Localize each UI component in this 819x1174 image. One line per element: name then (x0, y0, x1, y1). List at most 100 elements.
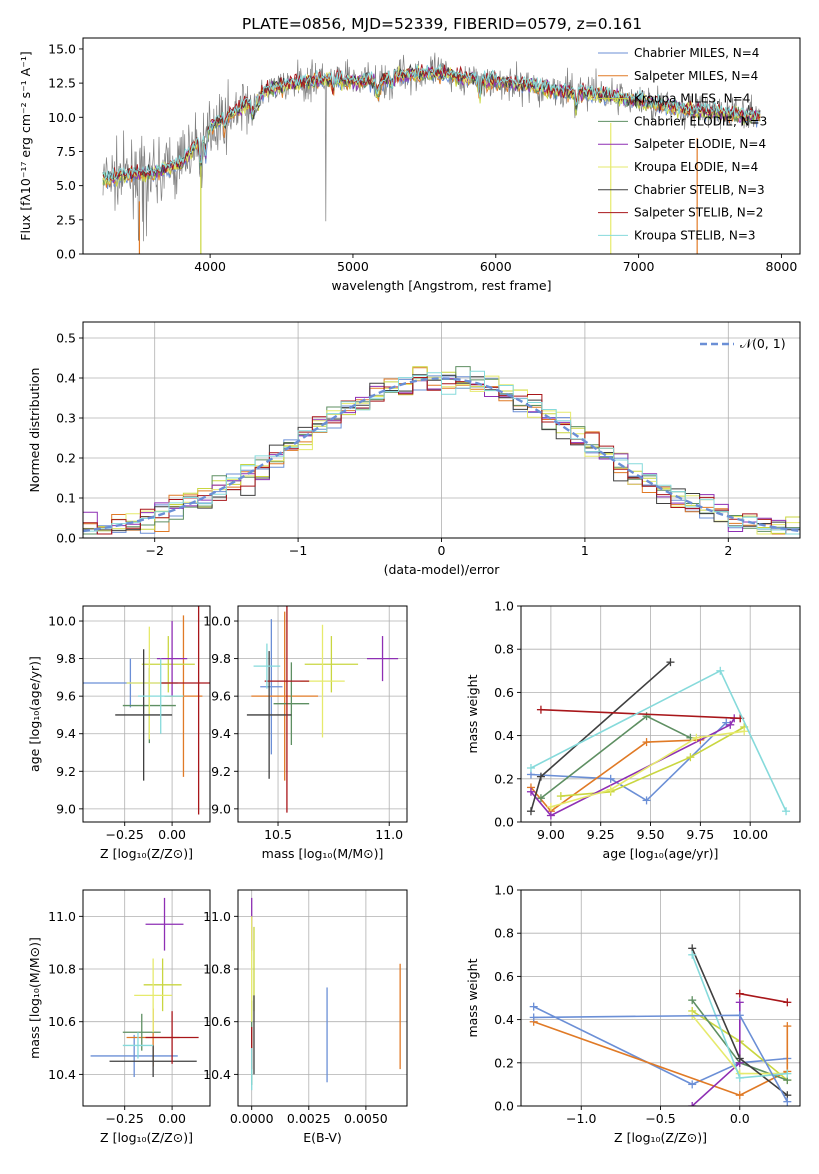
errorbar-point (273, 662, 310, 745)
legend-label: Salpeter MILES, N=4 (634, 69, 758, 83)
y-tick-label: 9.2 (56, 764, 76, 779)
mass-weight-line (560, 726, 745, 797)
y-tick-label: 0.0 (56, 247, 76, 262)
histogram-steps (83, 370, 800, 535)
x-axis-label: Z [log₁₀(Z/Z⊙)] (100, 846, 193, 861)
errorbar-point (109, 1045, 197, 1078)
y-tick-label: 10.0 (48, 614, 76, 629)
errorbar-point (122, 1013, 161, 1051)
mass-weight-marker (688, 1080, 697, 1089)
mass-weight-marker (688, 950, 697, 959)
y-tick-label: 0.2 (494, 771, 514, 786)
y-tick-label: 1.0 (494, 883, 514, 898)
errorbar-point (115, 649, 173, 781)
mass-weight-marker (642, 796, 651, 805)
x-tick-label: 0.0000 (230, 1111, 274, 1126)
legend-label: Kroupa MILES, N=4 (634, 92, 750, 106)
mass-weight-marker (692, 733, 701, 742)
y-tick-label: 10.4 (48, 1067, 76, 1082)
y-tick-label: 11.0 (48, 909, 76, 924)
errorbar-point (304, 636, 359, 693)
plot-area (246, 606, 399, 813)
y-tick-label: 9.6 (211, 689, 231, 704)
y-tick-label: 0.2 (494, 1055, 514, 1070)
axes-frame (237, 605, 408, 823)
axes-frame (82, 605, 211, 823)
y-tick-label: 0.6 (494, 685, 514, 700)
x-tick-label: 0.0025 (287, 1111, 331, 1126)
mass-weight-marker (735, 1011, 744, 1020)
x-tick-label: 9.25 (587, 827, 615, 842)
x-tick-label: 9.00 (537, 827, 565, 842)
mass-weight-vs-metallicity-panel: −1.0 −0.5 0.0 0.0 0.2 0.4 0.6 0.8 1.0 Z [log₁₀(Z/… (465, 883, 801, 1145)
grid-lines (238, 890, 407, 1106)
y-tick-label: 10.6 (48, 1014, 76, 1029)
mass-weight-marker (666, 658, 675, 667)
age-vs-mass-panel: 10.5 11.0 9.0 9.2 9.4 9.6 9.8 10.0 mass [log₁₀(M… (203, 605, 408, 861)
errorbar-point (260, 619, 283, 755)
y-tick-label: 0.1 (56, 491, 76, 506)
y-tick-label: 11.0 (203, 909, 231, 924)
errorbar-point (366, 636, 399, 682)
y-tick-label: 10.0 (203, 614, 231, 629)
y-tick-label: 2.5 (56, 212, 76, 227)
y-tick-label: 9.2 (211, 764, 231, 779)
y-tick-label: 10.4 (203, 1067, 231, 1082)
y-tick-label: 9.4 (56, 726, 76, 741)
plot-area (102, 52, 761, 254)
legend-label: Salpeter ELODIE, N=4 (634, 137, 766, 151)
legend-label: 𝒩(0, 1) (740, 336, 786, 351)
histogram-legend: 𝒩(0, 1) (700, 336, 786, 351)
mass-weight-marker (556, 792, 565, 801)
x-tick-label: 6000 (480, 259, 512, 274)
mass-weight-marker (782, 807, 791, 816)
x-axis-label: Z [log₁₀(Z/Z⊙)] (614, 1130, 707, 1145)
mass-weight-marker (735, 1054, 744, 1063)
errorbar-point (264, 606, 310, 813)
y-tick-label: 9.4 (211, 726, 231, 741)
grid-lines (83, 606, 210, 822)
mass-weight-marker (526, 807, 535, 816)
y-tick-label: 10.8 (203, 962, 231, 977)
y-tick-label: 10.6 (203, 1014, 231, 1029)
axes-frame (237, 889, 408, 1107)
mass-weight-vs-age-panel: 9.00 9.25 9.50 9.75 10.00 0.0 0.2 0.4 0.6 0.8 1.0 a… (465, 599, 801, 861)
legend-label: Chabrier ELODIE, N=3 (634, 114, 767, 128)
plot-area (83, 606, 210, 815)
mass-weight-line (533, 1021, 789, 1097)
x-tick-label: −1 (289, 543, 307, 558)
y-tick-label: 9.0 (56, 801, 76, 816)
x-tick-label: 0.00 (158, 1111, 186, 1126)
y-tick-label: 0.0 (494, 1099, 514, 1114)
legend-label: Chabrier MILES, N=4 (634, 46, 759, 60)
mass-weight-marker (536, 705, 545, 714)
mass-weight-marker (526, 764, 535, 772)
x-tick-label: −2 (145, 543, 163, 558)
errorbar-point (251, 611, 319, 781)
mass-weight-marker (546, 811, 555, 820)
errorbar-point (90, 1034, 178, 1078)
y-axis-label: Normed distribution (27, 368, 42, 493)
figure-title: PLATE=0856, MJD=52339, FIBERID=0579, z=0… (242, 15, 642, 33)
mass-weight-marker (783, 1069, 792, 1078)
mass-weight-marker (529, 1013, 538, 1022)
y-tick-label: 1.0 (494, 599, 514, 614)
mass-weight-marker (546, 802, 555, 811)
y-tick-label: 0.6 (494, 969, 514, 984)
x-tick-label: 9.50 (637, 827, 665, 842)
mass-weight-marker (686, 753, 695, 762)
x-axis-label: age [log₁₀(age/yr)] (603, 846, 719, 861)
plot-area (90, 897, 199, 1078)
mass-weight-marker (606, 774, 615, 783)
spectrum-legend: Chabrier MILES, N=4 Salpeter MILES, N=4 Kr… (598, 46, 767, 242)
errorbar-point (137, 658, 184, 734)
plot-area (83, 366, 800, 535)
y-axis-label: mass [log₁₀(M/M⊙)] (27, 937, 42, 1059)
axes-frame (82, 889, 211, 1107)
mass-weight-marker (529, 1002, 538, 1011)
y-tick-label: 0.0 (494, 815, 514, 830)
mass-weight-marker (688, 996, 697, 1005)
y-tick-label: 9.8 (56, 651, 76, 666)
errorbar-point (145, 1011, 199, 1064)
